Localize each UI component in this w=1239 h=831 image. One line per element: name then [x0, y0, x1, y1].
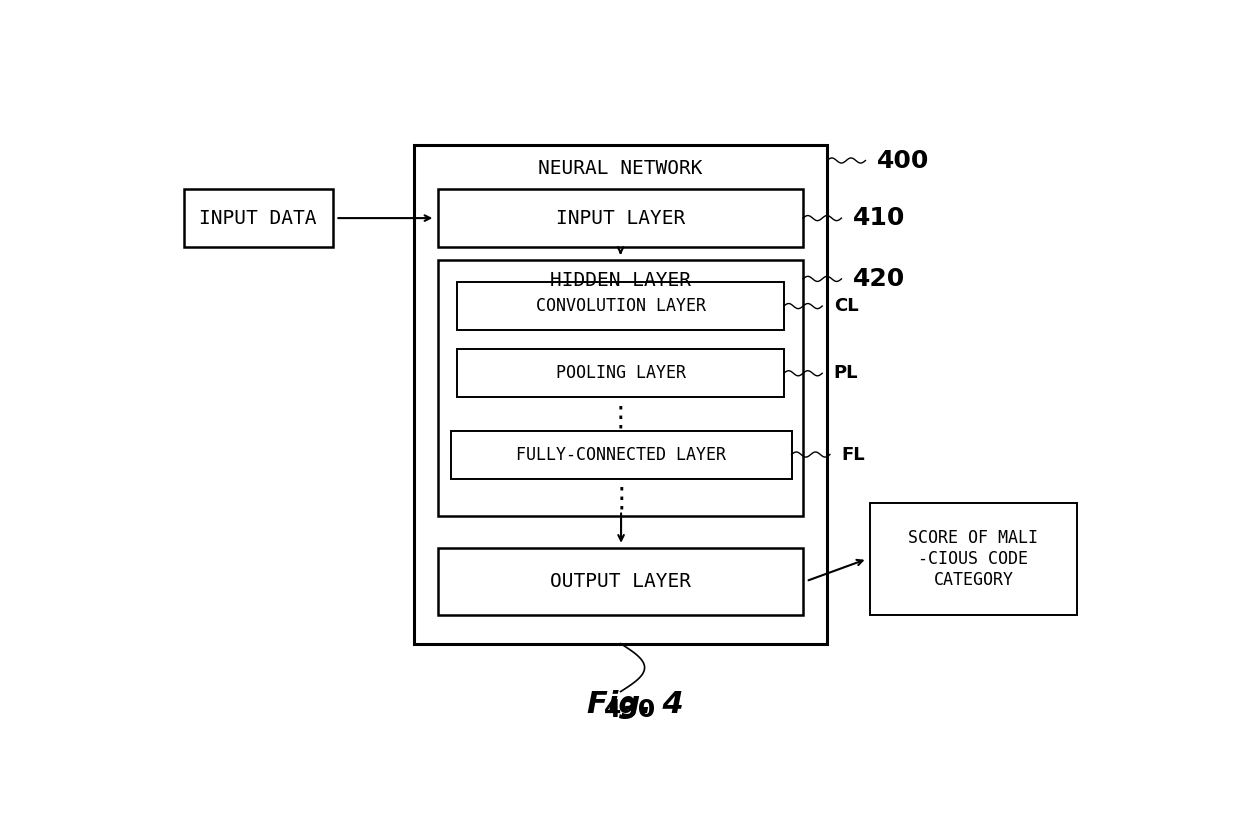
Text: ⋮: ⋮ [607, 404, 634, 432]
Text: Fig. 4: Fig. 4 [586, 690, 684, 719]
Text: 430: 430 [605, 698, 657, 722]
Text: FULLY-CONNECTED LAYER: FULLY-CONNECTED LAYER [517, 445, 726, 464]
FancyBboxPatch shape [439, 189, 803, 247]
FancyBboxPatch shape [870, 503, 1077, 615]
FancyBboxPatch shape [451, 430, 792, 479]
Text: POOLING LAYER: POOLING LAYER [555, 364, 685, 382]
Text: HIDDEN LAYER: HIDDEN LAYER [550, 271, 691, 290]
FancyBboxPatch shape [439, 259, 803, 515]
Text: INPUT DATA: INPUT DATA [199, 209, 317, 228]
Text: FL: FL [841, 445, 865, 464]
FancyBboxPatch shape [439, 548, 803, 615]
FancyBboxPatch shape [457, 282, 784, 330]
Text: SCORE OF MALI
-CIOUS CODE
CATEGORY: SCORE OF MALI -CIOUS CODE CATEGORY [908, 529, 1038, 588]
Text: INPUT LAYER: INPUT LAYER [556, 209, 685, 228]
Text: PL: PL [834, 364, 859, 382]
Text: ⋮: ⋮ [607, 485, 634, 513]
Text: CONVOLUTION LAYER: CONVOLUTION LAYER [535, 297, 705, 315]
FancyBboxPatch shape [457, 349, 784, 397]
Text: 410: 410 [852, 206, 906, 230]
Text: 400: 400 [877, 149, 929, 173]
FancyBboxPatch shape [183, 189, 332, 247]
Text: NEURAL NETWORK: NEURAL NETWORK [538, 160, 703, 179]
Text: 420: 420 [852, 267, 906, 291]
Text: OUTPUT LAYER: OUTPUT LAYER [550, 572, 691, 591]
Text: CL: CL [834, 297, 859, 315]
FancyBboxPatch shape [414, 145, 828, 643]
